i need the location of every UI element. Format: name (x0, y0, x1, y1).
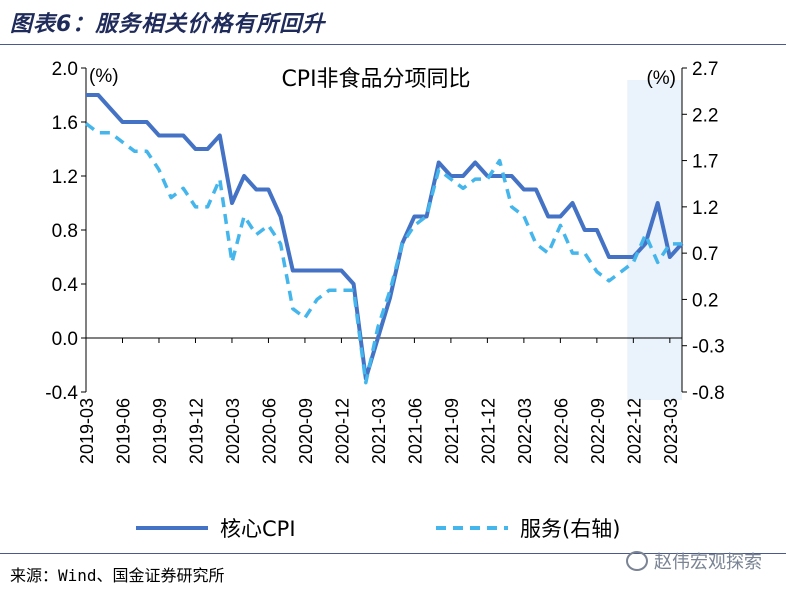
y-left-tick-label: 0.8 (52, 221, 78, 242)
x-tick-label: 2023-03 (661, 398, 681, 464)
x-tick-label: 2022-06 (551, 398, 571, 464)
figure-title: 图表6：服务相关价格有所回升 (10, 12, 326, 37)
y-left-tick-label: 2.0 (52, 59, 78, 80)
x-tick-label: 2020-12 (332, 398, 352, 464)
x-tick-label: 2019-09 (150, 398, 170, 464)
x-tick-label: 2022-03 (515, 398, 535, 464)
y-left-tick-label: -0.4 (45, 383, 78, 404)
x-tick-label: 2019-03 (77, 398, 97, 464)
series-line-1 (86, 93, 684, 381)
watermark-text: 赵伟宏观探索 (654, 552, 762, 573)
y-right-tick-label: -0.8 (692, 383, 725, 404)
x-tick-label: 2019-12 (186, 398, 206, 464)
y-right-tick-label: 0.7 (692, 244, 718, 265)
y-right-tick-label: 1.7 (692, 152, 718, 173)
watermark: 赵伟宏观探索 (626, 548, 762, 574)
y-right-tick-label: 2.7 (692, 59, 718, 80)
x-tick-label: 2020-03 (223, 398, 243, 464)
y-left-tick-label: 0.0 (52, 329, 78, 350)
title-rule (0, 44, 786, 45)
y-right-tick-label: 0.2 (692, 290, 718, 311)
x-tick-label: 2022-09 (588, 398, 608, 464)
wechat-icon (626, 551, 648, 571)
x-tick-label: 2022-12 (624, 398, 644, 464)
x-tick-label: 2019-06 (113, 398, 133, 464)
x-tick-label: 2021-06 (405, 398, 425, 464)
y-right-tick-label: 2.2 (692, 105, 718, 126)
shaded-region (627, 80, 682, 400)
x-tick-label: 2021-09 (442, 398, 462, 464)
y-left-tick-label: 1.6 (52, 113, 78, 134)
x-tick-label: 2020-06 (259, 398, 279, 464)
y-right-tick-label: 1.2 (692, 198, 718, 219)
x-tick-label: 2021-12 (478, 398, 498, 464)
source-note: 来源：Wind、国金证券研究所 (10, 566, 225, 585)
left-unit: (%) (89, 66, 119, 87)
legend-label-1: 核心CPI (220, 517, 296, 541)
y-left-tick-label: 1.2 (52, 167, 78, 188)
y-right-tick-label: -0.3 (692, 337, 725, 358)
series-line-2 (84, 122, 682, 385)
legend-label-2: 服务(右轴) (520, 517, 620, 541)
chart-title: CPI非食品分项同比 (281, 67, 470, 92)
x-tick-label: 2020-09 (296, 398, 316, 464)
source-rule (0, 553, 786, 554)
x-tick-label: 2021-03 (369, 398, 389, 464)
right-unit: (%) (646, 68, 676, 89)
y-left-tick-label: 0.4 (52, 275, 79, 296)
